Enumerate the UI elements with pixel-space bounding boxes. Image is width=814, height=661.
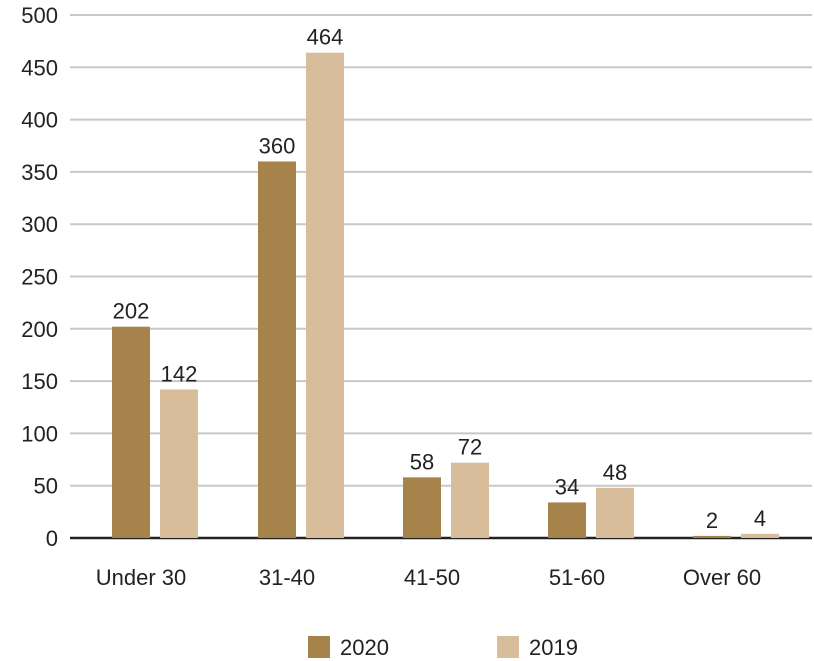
- y-tick-label: 150: [21, 369, 58, 394]
- y-tick-label: 400: [21, 108, 58, 133]
- data-label: 58: [410, 449, 434, 474]
- bar-2020-2: [403, 477, 441, 538]
- bar-2020-1: [258, 161, 296, 538]
- bar-2019-2: [451, 462, 489, 538]
- bar-2020-3: [548, 502, 586, 538]
- y-tick-label: 450: [21, 55, 58, 80]
- legend-swatch-2020: [308, 636, 330, 658]
- y-tick-label: 200: [21, 317, 58, 342]
- bars: [112, 52, 779, 538]
- data-label: 72: [458, 435, 482, 460]
- bar-2020-0: [112, 326, 150, 538]
- category-label: 41-50: [404, 565, 460, 590]
- y-tick-label: 100: [21, 421, 58, 446]
- bar-2019-4: [741, 533, 779, 538]
- data-label: 202: [113, 299, 150, 324]
- legend-label: 2020: [340, 635, 389, 660]
- bar-2019-1: [306, 52, 344, 538]
- data-label: 2: [706, 508, 718, 533]
- y-tick-label: 250: [21, 265, 58, 290]
- y-tick-label: 350: [21, 160, 58, 185]
- data-label: 4: [754, 506, 766, 531]
- bar-2019-3: [596, 487, 634, 538]
- legend-swatch-2019: [497, 636, 519, 658]
- category-label: Over 60: [683, 565, 761, 590]
- bar-2019-0: [160, 389, 198, 538]
- y-axis-tick-labels: 0 50 100 150 200 250 300 350 400 450 500: [21, 3, 58, 551]
- y-tick-label: 50: [34, 474, 58, 499]
- category-label: Under 30: [96, 565, 187, 590]
- category-label: 51-60: [549, 565, 605, 590]
- data-label: 142: [161, 361, 198, 386]
- y-tick-label: 0: [46, 526, 58, 551]
- data-label: 48: [603, 460, 627, 485]
- data-label: 360: [259, 133, 296, 158]
- data-labels: 202 142 360 464 58 72 34 48 2 4: [113, 25, 766, 533]
- data-label: 464: [307, 25, 344, 50]
- bar-2020-4: [693, 535, 731, 538]
- y-tick-label: 500: [21, 3, 58, 28]
- y-tick-label: 300: [21, 212, 58, 237]
- legend-label: 2019: [529, 635, 578, 660]
- legend: 2020 2019: [308, 635, 578, 660]
- data-label: 34: [555, 474, 579, 499]
- x-axis-category-labels: Under 30 31-40 41-50 51-60 Over 60: [96, 565, 761, 590]
- category-label: 31-40: [259, 565, 315, 590]
